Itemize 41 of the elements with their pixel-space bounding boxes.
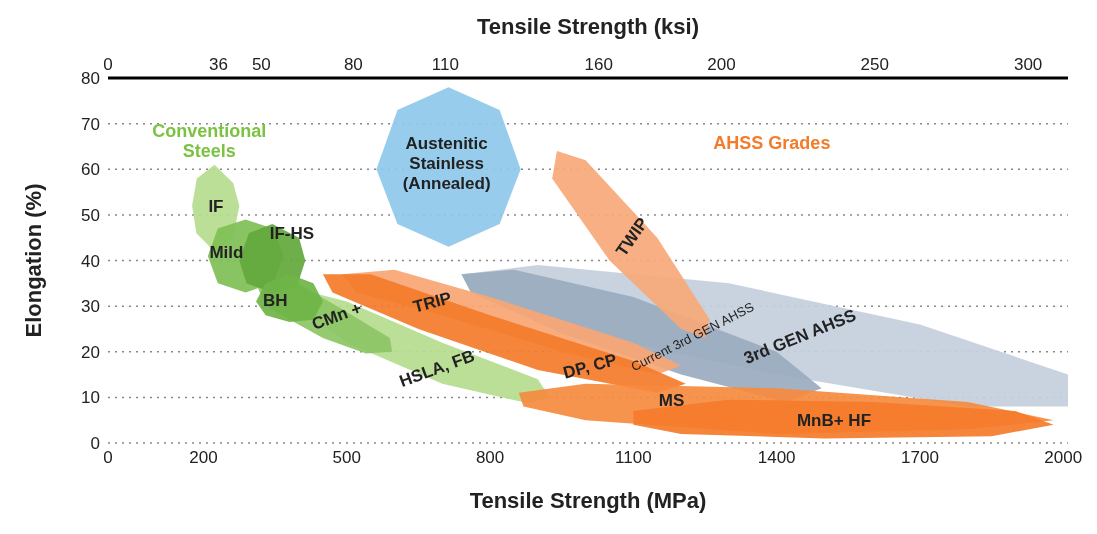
y-tick-label: 0	[90, 434, 100, 454]
x2-tick-label: 160	[584, 55, 613, 74]
x2-tick-label: 0	[103, 55, 113, 74]
series-label: DP, CP	[561, 350, 619, 383]
x-tick-label: 500	[332, 448, 361, 468]
x2-tick-label: 36	[208, 55, 228, 74]
x2-tick-label: 110	[431, 55, 459, 74]
x-tick-label: 800	[475, 448, 505, 468]
x2-axis-title: Tensile Strength (ksi)	[476, 13, 700, 39]
x2-tick-label: 250	[860, 55, 889, 74]
series-label: CMn +	[309, 298, 365, 335]
series-label: MS	[658, 391, 685, 411]
y-tick-label: 10	[81, 388, 100, 408]
annotation: Conventional Steels	[152, 120, 267, 161]
x-tick-label: 0	[103, 448, 113, 468]
x2-tick-label: 200	[707, 55, 736, 74]
x2-tick-label: 50	[251, 55, 271, 74]
x-tick-label: 1400	[757, 448, 796, 468]
y-axis-title: Elongation (%)	[20, 183, 46, 338]
y-tick-label: 40	[81, 251, 100, 271]
y-tick-label: 60	[81, 160, 100, 180]
y-tick-label: 50	[81, 205, 100, 225]
series-label: BH	[262, 291, 288, 311]
y-tick-label: 30	[81, 297, 100, 317]
x-tick-label: 1100	[615, 448, 652, 468]
series-label: Austenitic Stainless (Annealed)	[402, 134, 491, 194]
series-label: TRIP	[411, 288, 454, 318]
series-label: HSLA, FB	[397, 346, 478, 392]
y-tick-label: 20	[81, 342, 100, 362]
x-tick-label: 2000	[1044, 448, 1083, 468]
series-label: IF	[208, 197, 224, 217]
annotation: AHSS Grades	[713, 132, 831, 153]
series-label: MnB+ HF	[796, 411, 872, 431]
y-tick-label: 70	[81, 114, 100, 134]
y-tick-label: 80	[81, 69, 100, 89]
x2-tick-label: 80	[343, 55, 363, 74]
x-axis-title: Tensile Strength (MPa)	[469, 488, 707, 513]
series-label: Mild	[209, 243, 244, 263]
x-tick-label: 200	[189, 448, 218, 468]
x2-tick-label: 300	[1013, 55, 1043, 74]
x-tick-label: 1700	[901, 448, 939, 468]
